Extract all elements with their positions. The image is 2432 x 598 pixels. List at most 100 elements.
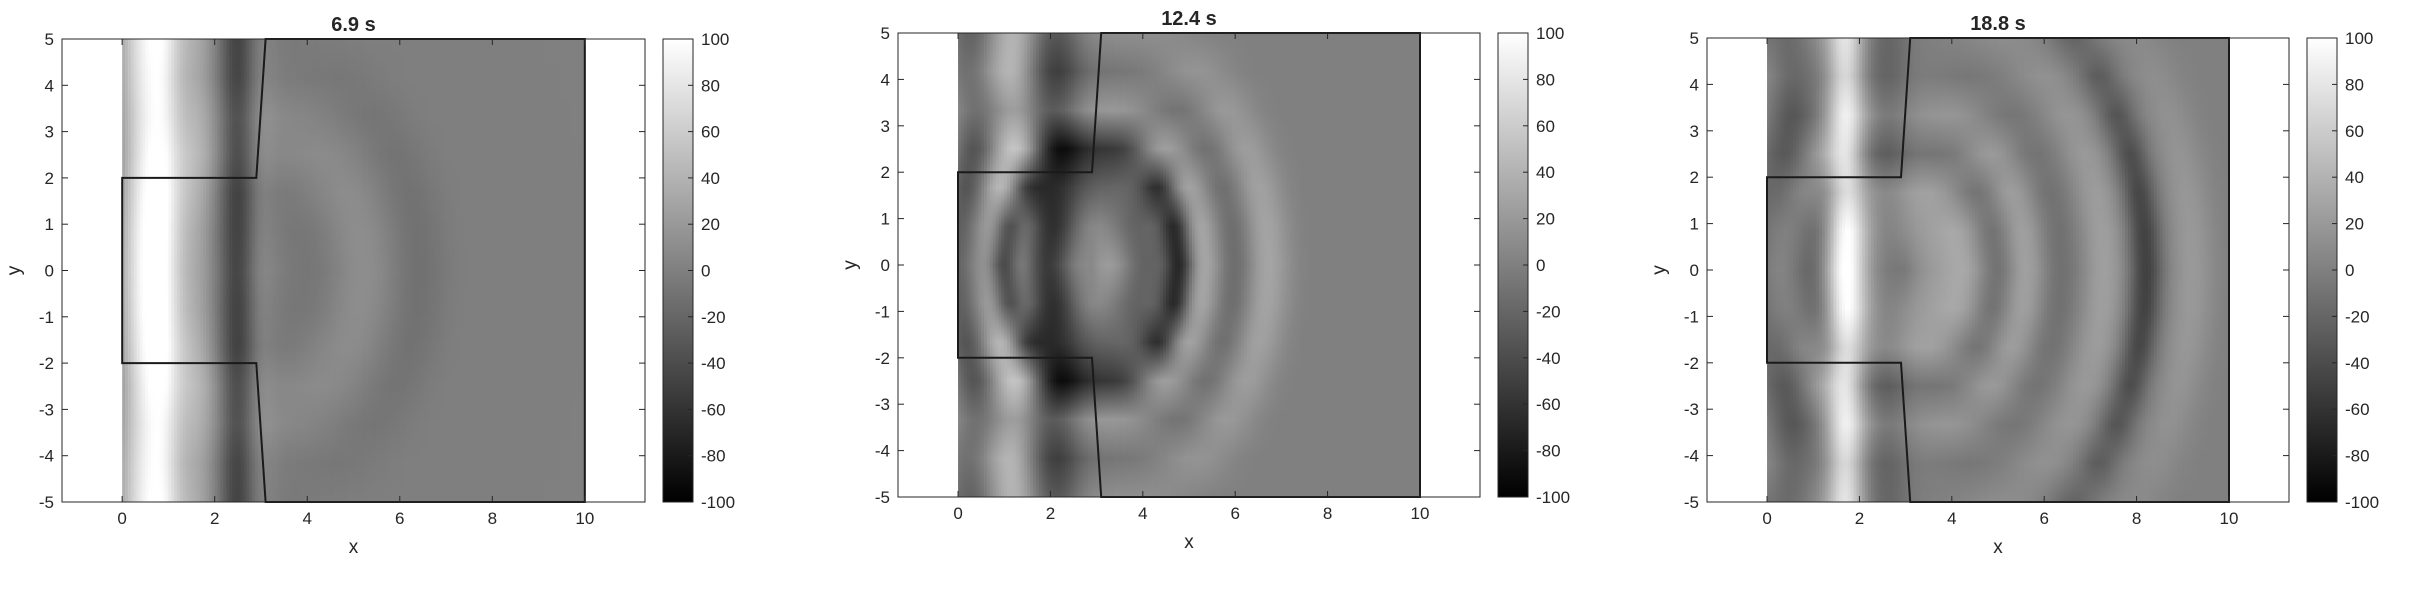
heatmap-column: [370, 39, 375, 502]
heatmap-column: [1330, 33, 1335, 497]
heatmap-column: [1847, 38, 1852, 502]
heatmap-column: [1333, 33, 1338, 497]
colorbar-tick-label: 80: [701, 76, 720, 95]
heatmap-column: [2078, 38, 2083, 502]
heatmap-column: [2096, 38, 2100, 502]
heatmap-column: [304, 39, 309, 502]
heatmap-column: [1018, 33, 1023, 497]
heatmap-column: [2208, 38, 2213, 502]
heatmap-column: [1134, 33, 1138, 497]
heatmap-column: [472, 39, 476, 502]
heatmap-column: [2044, 38, 2048, 502]
colorbar-tick-label: 60: [1536, 117, 1555, 136]
y-tick-label: 4: [1690, 75, 1699, 94]
colorbar-tick-label: 80: [2345, 75, 2364, 94]
heatmap-column: [417, 39, 421, 502]
heatmap-column: [1922, 38, 1927, 502]
heatmap-column: [1795, 38, 1800, 502]
heatmap-column: [2168, 38, 2173, 502]
heatmap-column: [1399, 33, 1404, 497]
heatmap-column: [1174, 33, 1179, 497]
heatmap-column: [1061, 33, 1066, 497]
heatmap-column: [1128, 33, 1133, 497]
heatmap-column: [1914, 38, 1918, 502]
heatmap-column: [2119, 38, 2123, 502]
heatmap-column: [1382, 33, 1387, 497]
heatmap-field: [1767, 38, 2230, 502]
heatmap-column: [379, 39, 384, 502]
heatmap-column: [1810, 38, 1815, 502]
heatmap-column: [1931, 38, 1936, 502]
heatmap-column: [1417, 33, 1421, 497]
heatmap-column: [2084, 38, 2089, 502]
colorbar-tick-label: 60: [2345, 122, 2364, 141]
heatmap-column: [1807, 38, 1812, 502]
y-tick-label: -1: [875, 302, 890, 321]
heatmap-column: [1105, 33, 1109, 497]
heatmap-column: [408, 39, 413, 502]
heatmap-column: [1102, 33, 1107, 497]
heatmap-column: [1287, 33, 1291, 497]
heatmap-column: [1983, 38, 1988, 502]
x-tick-label: 2: [1855, 509, 1864, 528]
y-tick-label: 2: [45, 169, 54, 188]
heatmap-column: [443, 39, 447, 502]
heatmap-column: [1804, 38, 1809, 502]
heatmap-column: [2029, 38, 2034, 502]
heatmap-column: [1917, 38, 1921, 502]
heatmap-column: [1194, 33, 1199, 497]
heatmap-column: [1295, 33, 1300, 497]
colorbar-tick-label: -60: [1536, 395, 1561, 414]
heatmap-column: [1012, 33, 1017, 497]
heatmap-column: [1318, 33, 1323, 497]
heatmap-column: [2081, 38, 2086, 502]
heatmap-column: [246, 39, 251, 502]
heatmap-column: [521, 39, 525, 502]
heatmap-column: [1096, 33, 1101, 497]
heatmap-column: [179, 39, 184, 502]
heatmap-column: [2038, 38, 2043, 502]
heatmap-column: [223, 39, 228, 502]
heatmap-column: [1298, 33, 1303, 497]
x-tick-label: 0: [117, 509, 126, 528]
heatmap-column: [388, 39, 392, 502]
heatmap-field: [958, 33, 1421, 497]
heatmap-column: [1767, 38, 1771, 502]
heatmap-column: [966, 33, 971, 497]
heatmap-column: [1232, 33, 1236, 497]
heatmap-column: [975, 33, 980, 497]
colorbar-tick-label: -100: [2345, 493, 2379, 512]
heatmap-column: [527, 39, 531, 502]
y-tick-label: 3: [1690, 122, 1699, 141]
heatmap-column: [1816, 38, 1820, 502]
heatmap-column: [1396, 33, 1401, 497]
y-tick-label: 1: [1690, 215, 1699, 234]
heatmap-column: [486, 39, 491, 502]
heatmap-column: [1784, 38, 1789, 502]
heatmap-column: [1321, 33, 1326, 497]
heatmap-column: [1833, 38, 1838, 502]
heatmap-column: [353, 39, 358, 502]
heatmap-column: [373, 39, 378, 502]
heatmap-column: [495, 39, 499, 502]
heatmap-column: [1073, 33, 1078, 497]
heatmap-column: [1899, 38, 1904, 502]
heatmap-column: [1111, 33, 1115, 497]
heatmap-column: [1365, 33, 1369, 497]
heatmap-column: [477, 39, 482, 502]
heatmap-column: [194, 39, 199, 502]
colorbar-tick-label: 80: [1536, 70, 1555, 89]
heatmap-column: [347, 39, 352, 502]
heatmap-column: [1191, 33, 1196, 497]
heatmap-column: [367, 39, 372, 502]
heatmap-column: [2148, 38, 2152, 502]
heatmap-column: [232, 39, 236, 502]
heatmap-column: [1940, 38, 1944, 502]
colorbar-tick-label: -40: [701, 354, 726, 373]
heatmap-column: [1024, 33, 1029, 497]
heatmap-column: [1258, 33, 1262, 497]
colorbar-tick-label: -100: [701, 493, 735, 512]
colorbar-tick-label: 20: [701, 215, 720, 234]
heatmap-column: [1896, 38, 1901, 502]
heatmap-column: [492, 39, 497, 502]
